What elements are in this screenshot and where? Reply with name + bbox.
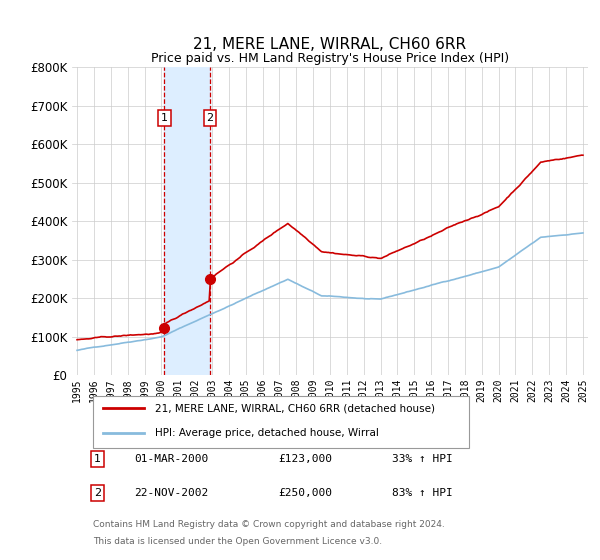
FancyBboxPatch shape <box>92 396 469 448</box>
Text: 33% ↑ HPI: 33% ↑ HPI <box>392 454 452 464</box>
Text: 2: 2 <box>206 113 214 123</box>
Text: £123,000: £123,000 <box>278 454 332 464</box>
Text: 2: 2 <box>94 488 101 498</box>
Text: 1: 1 <box>94 454 101 464</box>
Bar <box>164 67 210 375</box>
Text: 21, MERE LANE, WIRRAL, CH60 6RR (detached house): 21, MERE LANE, WIRRAL, CH60 6RR (detache… <box>155 403 434 413</box>
Text: 83% ↑ HPI: 83% ↑ HPI <box>392 488 452 498</box>
Text: HPI: Average price, detached house, Wirral: HPI: Average price, detached house, Wirr… <box>155 428 379 437</box>
Text: 22-NOV-2002: 22-NOV-2002 <box>134 488 208 498</box>
Text: £250,000: £250,000 <box>278 488 332 498</box>
Text: This data is licensed under the Open Government Licence v3.0.: This data is licensed under the Open Gov… <box>92 538 382 547</box>
Text: Price paid vs. HM Land Registry's House Price Index (HPI): Price paid vs. HM Land Registry's House … <box>151 52 509 66</box>
Text: 01-MAR-2000: 01-MAR-2000 <box>134 454 208 464</box>
Text: 1: 1 <box>161 113 168 123</box>
Text: Contains HM Land Registry data © Crown copyright and database right 2024.: Contains HM Land Registry data © Crown c… <box>92 520 445 529</box>
Text: 21, MERE LANE, WIRRAL, CH60 6RR: 21, MERE LANE, WIRRAL, CH60 6RR <box>193 38 467 52</box>
